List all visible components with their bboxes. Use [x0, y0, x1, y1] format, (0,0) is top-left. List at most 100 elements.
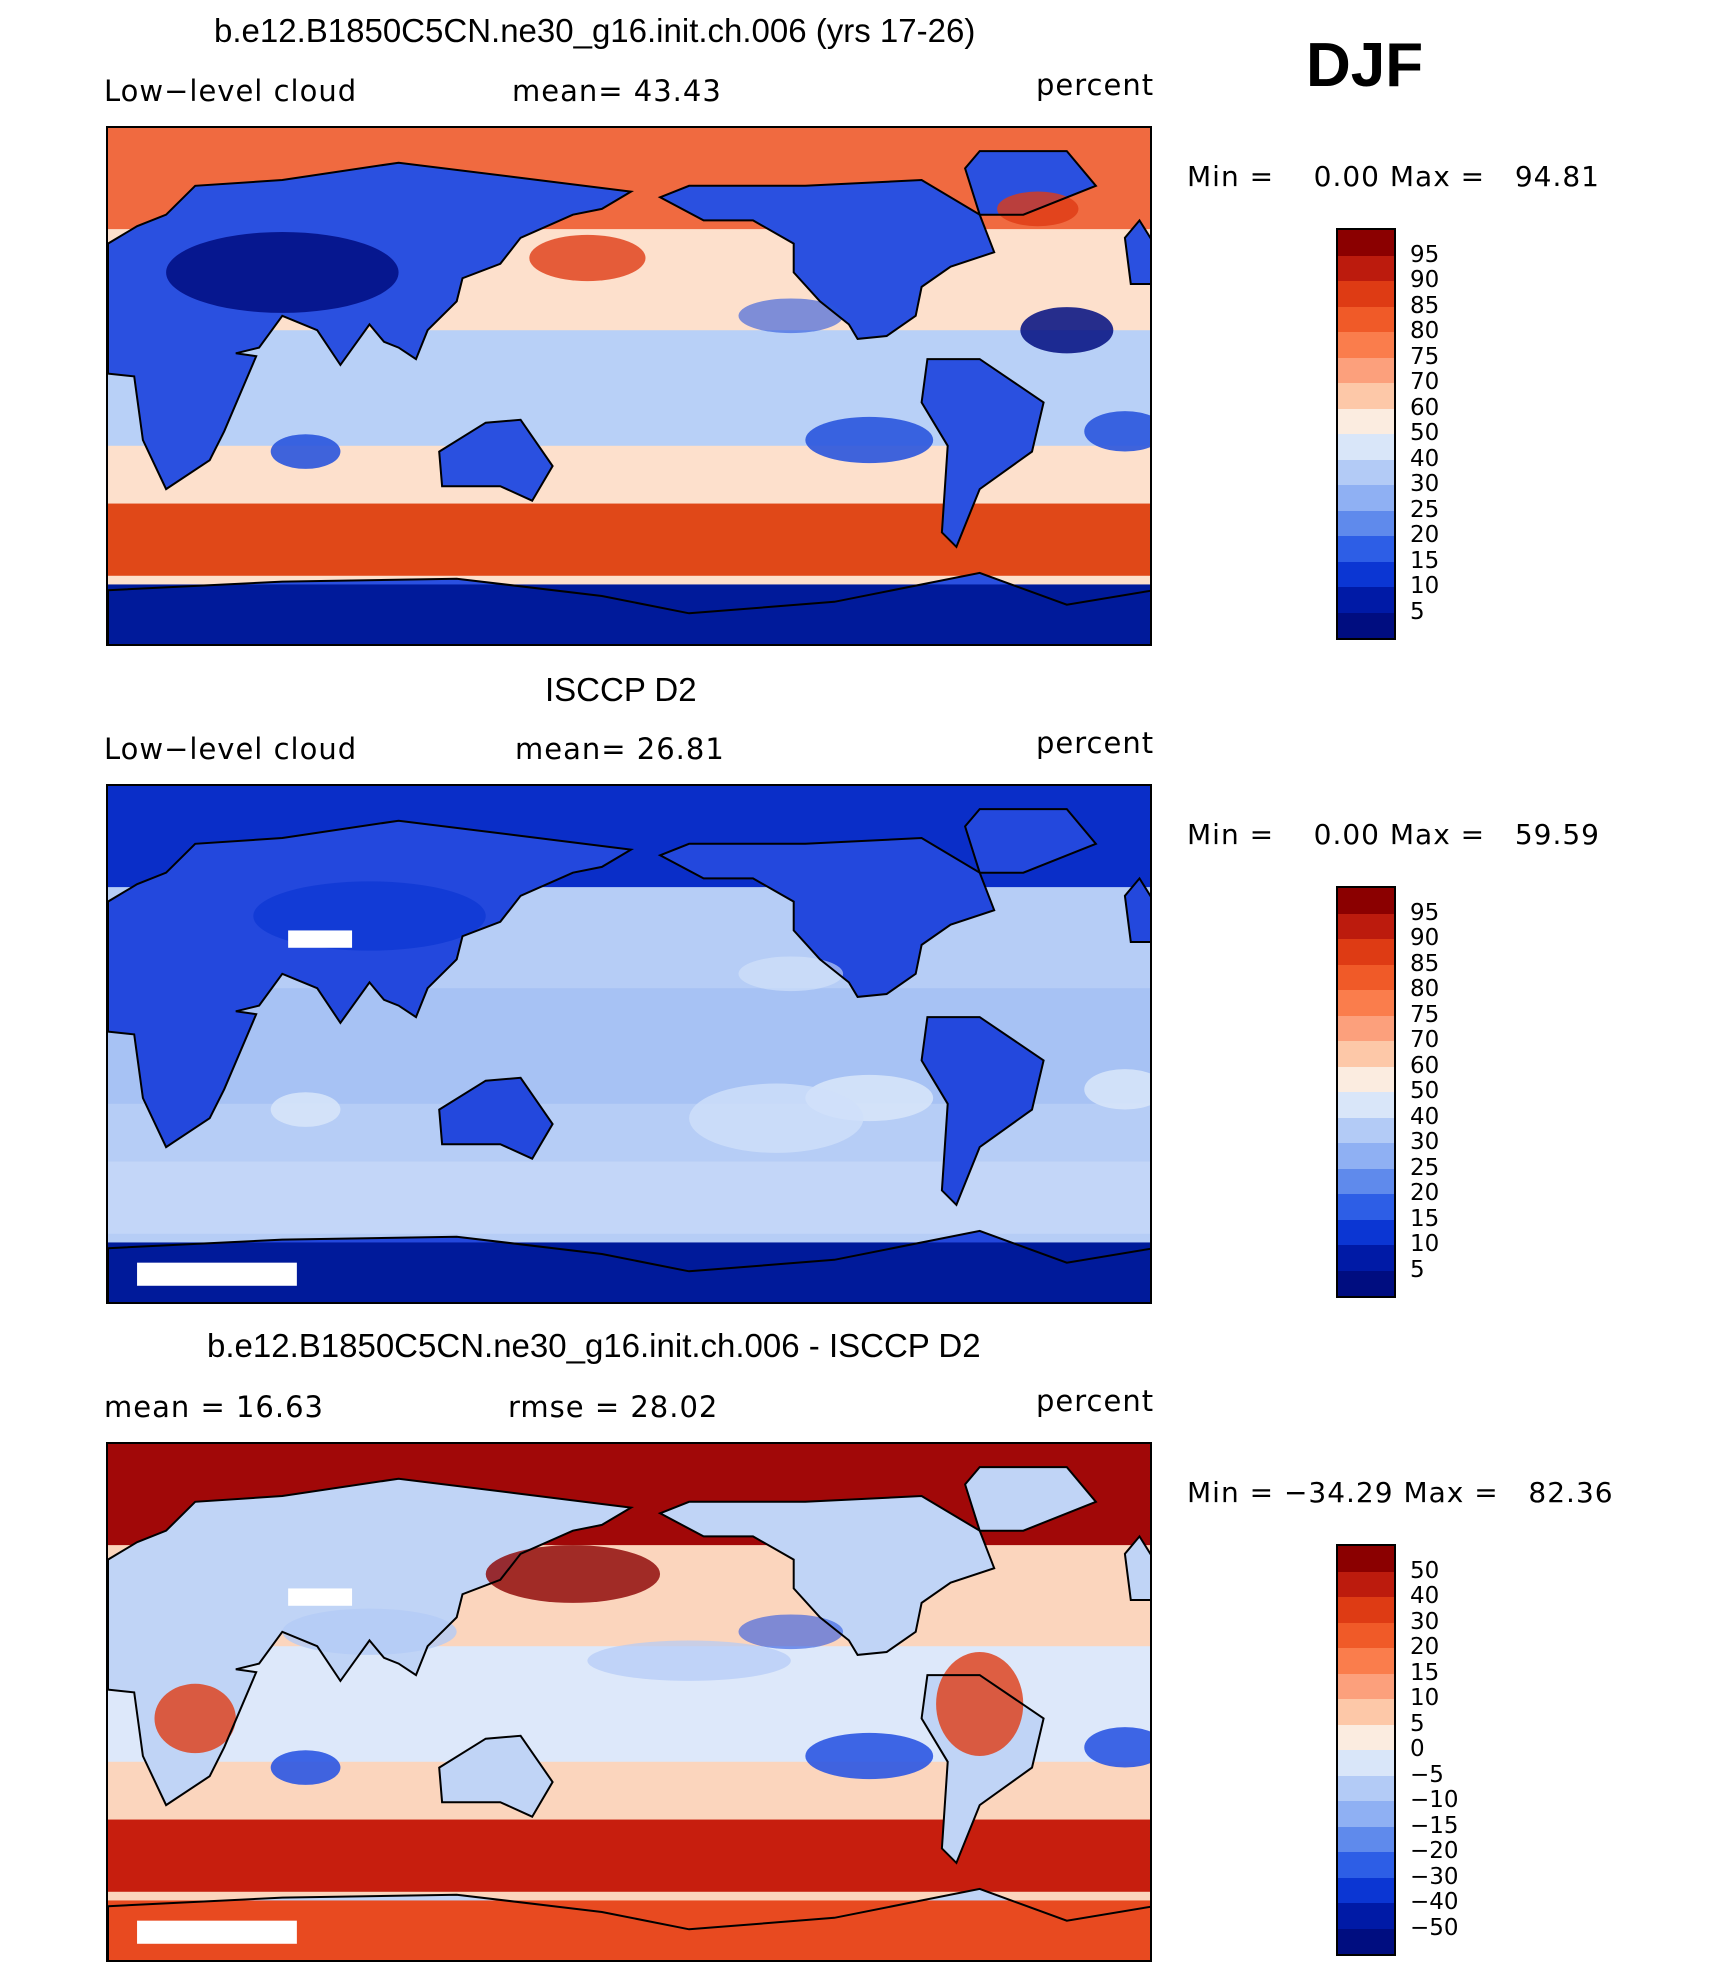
land-fill: [1124, 220, 1150, 284]
season-label: DJF: [1306, 31, 1424, 100]
coastline: [963, 150, 1098, 216]
colorbar-swatch: [1338, 964, 1394, 990]
coastline: [438, 1734, 554, 1818]
field-anomaly: [738, 956, 844, 992]
colorbar-swatch: [1338, 1648, 1394, 1674]
colorbar-swatch: [1338, 587, 1394, 613]
colorbar-swatch: [1338, 434, 1394, 460]
colorbar-swatch: [1338, 1117, 1394, 1143]
colorbar-swatch: [1338, 1219, 1394, 1245]
colorbar-tick-label: 10: [1410, 573, 1440, 599]
colorbar: [1336, 1544, 1396, 1956]
min-max-label: Min = 0.00 Max = 94.81: [1187, 160, 1600, 193]
land-fill: [1124, 878, 1150, 942]
colorbar: [1336, 228, 1396, 640]
panel-title: b.e12.B1850C5CN.ne30_g16.init.ch.006 - I…: [207, 1327, 981, 1364]
map-canvas: [108, 1444, 1150, 1960]
colorbar-tick-label: 10: [1410, 1231, 1440, 1257]
min-max-label: Min = 0.00 Max = 59.59: [1187, 818, 1600, 851]
colorbar-swatch: [1338, 1903, 1394, 1929]
colorbar-tick-label: −10: [1410, 1787, 1459, 1813]
coastline: [920, 1016, 1045, 1207]
colorbar-tick-label: 30: [1410, 1608, 1440, 1635]
field-anomaly: [270, 1092, 341, 1127]
colorbar-swatch: [1338, 408, 1394, 434]
coastline: [108, 571, 1150, 644]
panel-units-label: percent: [1036, 726, 1155, 760]
colorbar-swatch: [1338, 1571, 1394, 1597]
field-band: [108, 1819, 1150, 1892]
colorbar-swatch: [1338, 510, 1394, 536]
colorbar-swatch: [1338, 1597, 1394, 1623]
field-anomaly: [738, 298, 844, 334]
colorbar-tick-label: 90: [1410, 925, 1440, 951]
colorbar-tick-label: −15: [1410, 1812, 1459, 1839]
map-difference: [106, 1442, 1152, 1962]
colorbar-swatch: [1338, 1245, 1394, 1271]
field-band: [108, 584, 1150, 644]
coastline: [108, 1229, 1150, 1302]
colorbar-tick-label: 85: [1410, 292, 1440, 319]
field-anomaly: [166, 232, 399, 313]
missing-data-patch: [137, 1920, 297, 1944]
colorbar-tick-label: 50: [1410, 1557, 1440, 1584]
colorbar-swatch: [1338, 255, 1394, 281]
colorbar-swatch: [1338, 612, 1394, 638]
colorbar-swatch: [1338, 1194, 1394, 1220]
coastline: [108, 819, 635, 1149]
colorbar-tick-label: 15: [1410, 1659, 1440, 1686]
coastline: [1123, 876, 1150, 943]
field-anomaly: [587, 1640, 791, 1681]
land-fill: [1124, 1536, 1150, 1600]
colorbar-tick-label: 40: [1410, 445, 1440, 472]
colorbar-swatch: [1338, 561, 1394, 587]
colorbar-tick-label: 85: [1410, 950, 1440, 977]
colorbar-swatch: [1338, 383, 1394, 409]
colorbar-tick-label: −50: [1410, 1914, 1459, 1941]
land-fill: [921, 1017, 1044, 1205]
panel-title: b.e12.B1850C5CN.ne30_g16.init.ch.006 (yr…: [214, 12, 976, 49]
colorbar-swatch: [1338, 913, 1394, 939]
missing-data-patch: [288, 1588, 353, 1606]
colorbar-swatch: [1338, 888, 1394, 914]
colorbar-tick-label: 15: [1410, 547, 1440, 574]
colorbar-tick-label: 15: [1410, 1205, 1440, 1232]
coastline: [963, 1466, 1098, 1532]
colorbar-swatch: [1338, 1724, 1394, 1750]
colorbar-tick-label: 60: [1410, 394, 1440, 421]
land-fill: [439, 1735, 553, 1817]
land-fill: [439, 1077, 553, 1159]
field-anomaly: [689, 1083, 864, 1153]
land-fill: [108, 820, 631, 1148]
colorbar-swatch: [1338, 1270, 1394, 1296]
field-anomaly: [805, 1732, 934, 1780]
colorbar-tick-label: 25: [1410, 496, 1440, 523]
colorbar-tick-label: 95: [1410, 899, 1440, 926]
field-anomaly: [1084, 411, 1150, 452]
colorbar-tick-label: 30: [1410, 1129, 1440, 1155]
panel-mean-label: mean= 43.43: [512, 74, 722, 108]
colorbar-tick-label: 50: [1410, 420, 1440, 446]
colorbar-swatch: [1338, 281, 1394, 307]
colorbar-tick-label: 25: [1410, 1154, 1440, 1181]
colorbar-tick-label: 60: [1410, 1052, 1440, 1079]
field-anomaly: [805, 416, 934, 464]
coastline: [438, 1076, 554, 1160]
coastline: [920, 1674, 1045, 1865]
coastline: [657, 178, 996, 340]
field-anomaly: [270, 434, 341, 469]
colorbar-swatch: [1338, 306, 1394, 332]
field-anomaly: [936, 1652, 1024, 1756]
land-fill: [439, 419, 553, 501]
coastline: [963, 808, 1098, 874]
colorbar-tick-label: 70: [1410, 369, 1440, 395]
colorbar-swatch: [1338, 230, 1394, 256]
colorbar-swatch: [1338, 1168, 1394, 1194]
coastline: [108, 1477, 635, 1807]
field-band: [108, 503, 1150, 576]
colorbar-swatch: [1338, 1066, 1394, 1092]
panel-rmse-label: rmse = 28.02: [508, 1390, 719, 1424]
colorbar-swatch: [1338, 1852, 1394, 1878]
colorbar-swatch: [1338, 1877, 1394, 1903]
colorbar-swatch: [1338, 939, 1394, 965]
